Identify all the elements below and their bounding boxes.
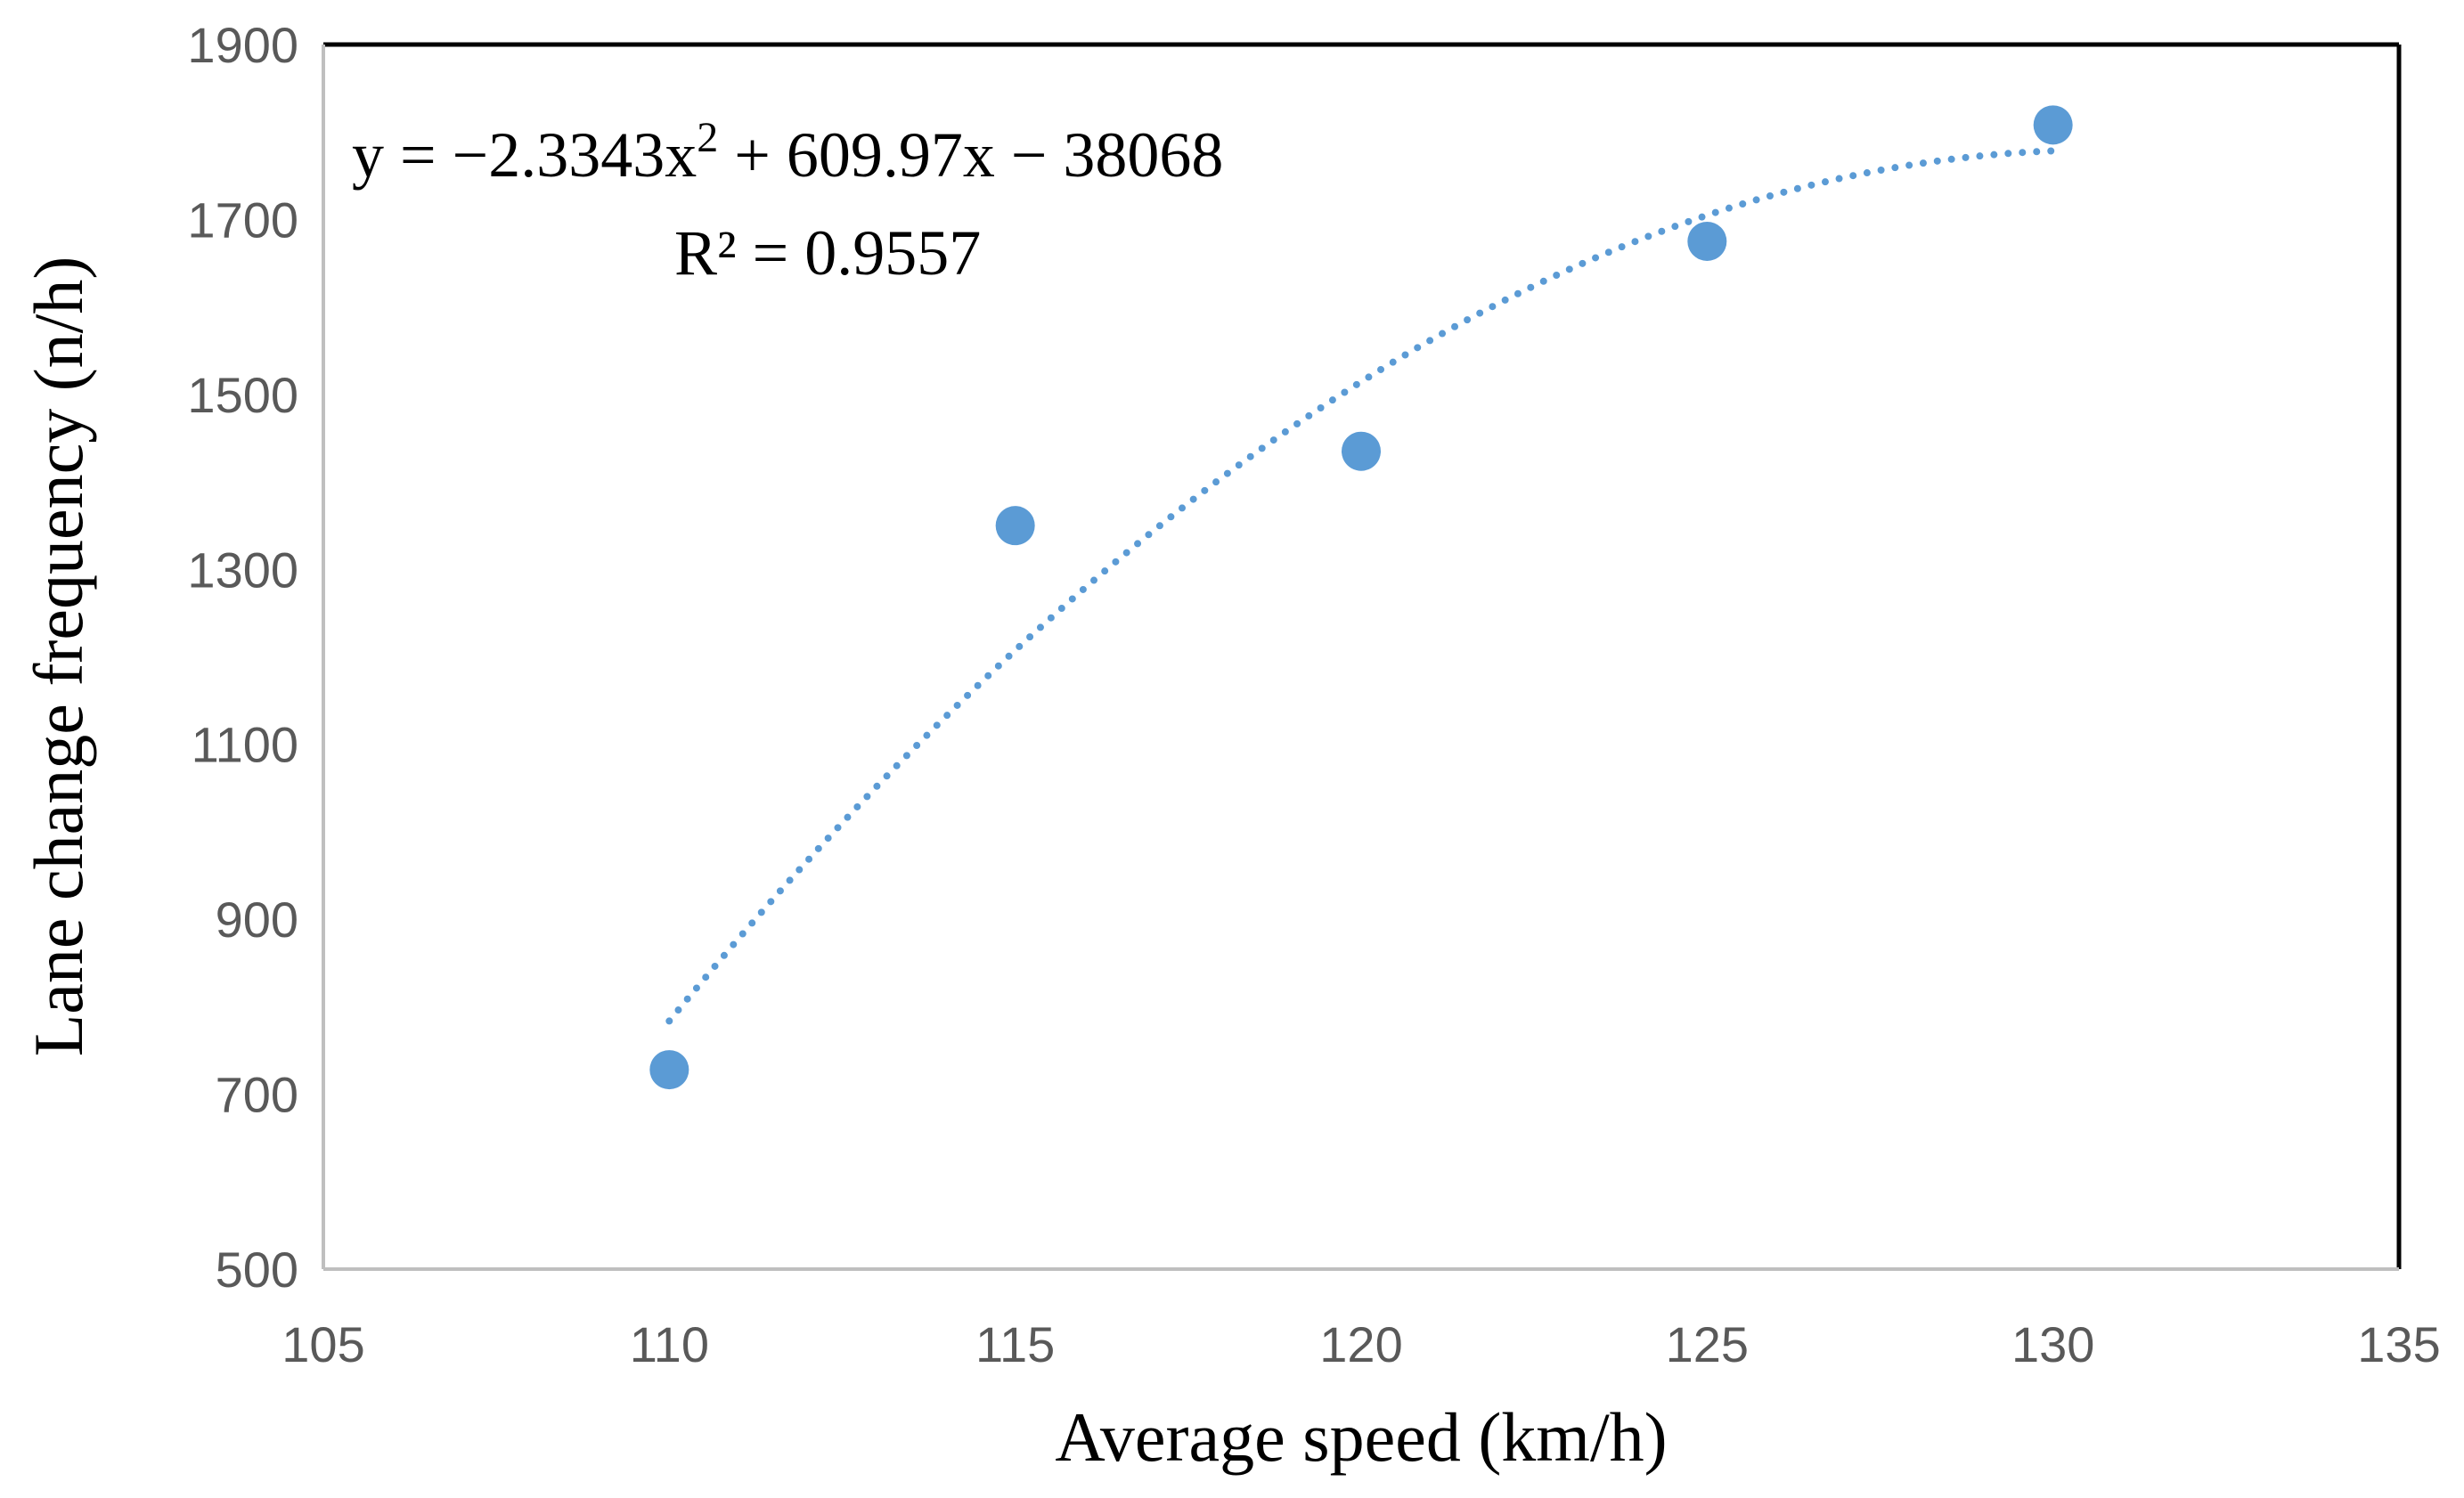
y-tick-label: 1700 [187, 191, 298, 248]
x-tick-label: 115 [975, 1316, 1055, 1372]
y-tick-label: 1300 [187, 541, 298, 598]
y-axis-title: Lane change frequency (n/h) [20, 256, 97, 1057]
y-axis-ticks: 500 700 900 1100 1300 1500 1700 1900 [187, 17, 298, 1298]
x-axis-title: Average speed (km/h) [1055, 1398, 1667, 1476]
data-point [995, 506, 1035, 546]
trendline-equation: y = −2.3343x2 + 609.97x − 38068 [352, 114, 1223, 191]
data-point [1342, 431, 1381, 471]
x-tick-label: 105 [281, 1316, 364, 1372]
data-point [649, 1050, 689, 1090]
x-axis-ticks: 105 110 115 120 125 130 135 [281, 1316, 2440, 1372]
data-point [1687, 221, 1727, 261]
y-tick-label: 1900 [187, 17, 298, 73]
x-tick-label: 125 [1666, 1316, 1749, 1372]
data-points [649, 105, 2073, 1090]
y-tick-label: 500 [216, 1242, 298, 1298]
x-tick-label: 130 [2011, 1316, 2094, 1372]
trendline-polynomial [665, 147, 2057, 1025]
x-tick-label: 135 [2357, 1316, 2440, 1372]
x-tick-label: 110 [630, 1316, 709, 1372]
y-tick-label: 1500 [187, 367, 298, 423]
y-tick-label: 900 [216, 891, 298, 948]
r-squared-label: R² = 0.9557 [674, 217, 981, 289]
x-tick-label: 120 [1319, 1316, 1402, 1372]
y-tick-label: 1100 [192, 717, 298, 773]
data-point [2033, 105, 2073, 145]
y-tick-label: 700 [216, 1067, 298, 1123]
